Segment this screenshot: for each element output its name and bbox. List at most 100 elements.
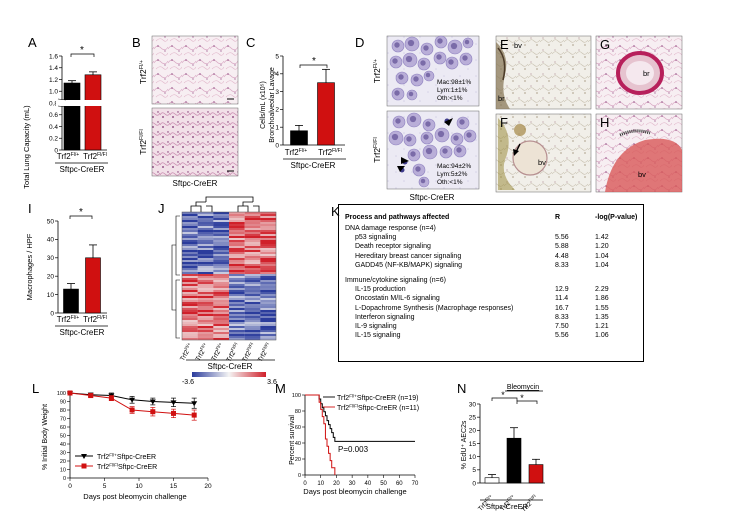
arrowhead-marker [397,166,405,172]
x-tick-label: 20 [204,483,212,490]
table-header: Process and pathways affected R -log(P-v… [345,213,641,222]
panel-c-ylabel-units: Cells/mL (x10⁵) [260,81,267,129]
logp-value: 1.20 [595,243,609,251]
y-tick-label: 1 [275,125,279,132]
panel-a-group-2: Trf2Fl/Fl [83,152,107,161]
r-value: 7.50 [555,323,569,330]
x-tick-label: 15 [170,483,178,490]
panel-l-point [129,407,135,413]
panel-n-bracket-label: Bleomycin [507,384,539,391]
y-tick-label: 0.2 [49,136,58,143]
legend-entry-2: Trf2Fl/FlSftpc-CreER (n=11) [337,404,419,413]
panel-g: G br [595,35,683,110]
y-tick-label: 60 [60,425,66,431]
y-tick-label: 40 [47,237,55,244]
y-tick-label: 20 [47,274,55,281]
y-tick-label: 0 [298,473,301,479]
legend-entry-1: Trf2Fl/+Sftpc-CreER (n=19) [337,394,419,403]
panel-l-point [149,399,156,405]
panel-a-bar [63,82,81,151]
logp-value: 1.06 [595,332,609,340]
y-tick-label: 1.0 [49,89,58,96]
panel-n-significance-2: * [520,393,524,403]
y-tick-label: 5 [472,467,476,474]
panel-l-legend: Trf2Fl/+Sftpc-CreER Trf2Fl/FlSftpc-CreER [75,453,157,472]
arrowhead-marker [401,157,409,164]
y-tick-label: 25 [469,414,477,421]
panel-l-point [170,400,177,406]
logp-value: 1.55 [595,304,609,312]
y-tick-label: 40 [60,442,66,448]
panel-m-survival-curve [305,394,415,442]
legend-entry-2: Trf2Fl/FlSftpc-CreER [97,463,157,472]
panel-n-genotype: Sftpc-CreER [486,502,529,511]
y-tick-label: 10 [60,468,66,474]
y-tick-label: 60 [295,425,301,431]
panel-l-point [191,401,198,407]
y-tick-label: 100 [57,391,66,397]
table-row: Death receptor signaling 5.88 1.20 [345,242,641,251]
panel-m-legend: Trf2Fl/+Sftpc-CreER (n=19) Trf2Fl/FlSftp… [323,394,419,413]
panel-d-bottom-stat-2: Lym:5±2% [437,171,468,178]
y-tick-label: 0 [63,476,66,482]
panel-d-bottom-label: Trf2Fl/Fl [372,137,382,163]
r-value: 12.9 [555,286,569,294]
y-tick-label: 0.6 [49,112,58,119]
panel-l-point [150,409,156,415]
panel-a: A Total Lung Capacity (mL) 1.6 1.4 1.2 1.0 0… [22,35,112,189]
y-tick-label: 10 [47,292,55,299]
y-tick-label: 3 [275,89,279,96]
y-tick-label: 20 [60,459,66,465]
panel-b-genotype: Sftpc-CreER [173,179,218,188]
y-tick-label: 5 [275,53,279,60]
y-tick-label: 0.8 [49,100,58,107]
pathway-name: Oncostatin M/IL-6 signaling [355,295,440,303]
legend-entry-1: Trf2Fl/+Sftpc-CreER [97,453,156,462]
panel-l-letter: L [32,381,39,396]
panel-a-genotype: Sftpc-CreER [60,165,105,174]
arrow-marker [513,149,519,156]
heatmap [181,211,277,341]
heatmap-column-label: Trf2Fl/+ [178,341,195,362]
panel-i-significance: * [79,207,83,218]
y-tick-label: 100 [292,393,301,399]
r-value: 8.33 [555,313,569,321]
panel-c-ylabel-main: Bronchoalveolar Lavage [269,67,276,143]
panel-k-letter: K [331,204,340,219]
r-value: 11.4 [555,295,569,303]
y-tick-label: 20 [469,428,477,435]
y-tick-label: 0 [50,310,54,317]
panel-c-significance: * [312,56,316,67]
r-value: 5.56 [555,234,569,242]
heatmap-column-label: Trf2Fl/+ [209,341,226,362]
y-tick-label: 4 [275,71,279,78]
heatmap-column-label: Trf2Fl/Fl [255,342,272,364]
x-tick-label: 20 [333,481,340,487]
panel-j-letter: J [158,201,165,216]
panel-d-top-stat-2: Lym:1±1% [437,87,468,94]
logp-value: 1.86 [595,295,609,303]
panel-g-letter: G [600,37,610,52]
x-tick-label: 5 [103,483,107,490]
panel-a-group-1: Trf2Fl/+ [57,152,79,161]
panel-c: C Cells/mL (x10⁵) Bronchoalveolar Lavage… [246,35,346,170]
panel-l-xlabel: Days post bleomycin challenge [83,492,186,501]
y-tick-label: 1.2 [49,77,58,84]
y-tick-label: 0 [472,480,476,487]
panel-f-tag-bv: bv [538,158,546,167]
y-tick-label: 90 [60,400,66,406]
y-tick-label: 1.4 [49,65,58,72]
y-tick-label: 1.6 [49,53,58,60]
panel-m-letter: M [275,381,286,396]
panel-k-table: K Process and pathways affected R -log(P… [331,204,644,362]
panel-l-point [171,410,176,416]
logp-value: 1.04 [595,252,609,260]
y-tick-label: 15 [469,441,477,448]
pathway-name: GADD45 (NF-KB/MAPK) signaling [355,261,462,269]
table-row: Interferon signaling 8.33 1.35 [345,313,641,322]
x-tick-label: 10 [317,481,324,487]
panel-c-group-2: Trf2Fl/Fl [318,148,342,157]
table-row: GADD45 (NF-KB/MAPK) signaling 8.33 1.04 [345,261,641,270]
panel-d-genotype: Sftpc-CreER [410,193,455,202]
y-tick-label: 30 [47,255,55,262]
